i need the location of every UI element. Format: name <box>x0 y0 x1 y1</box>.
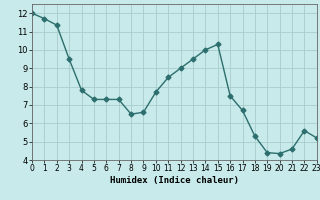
X-axis label: Humidex (Indice chaleur): Humidex (Indice chaleur) <box>110 176 239 185</box>
